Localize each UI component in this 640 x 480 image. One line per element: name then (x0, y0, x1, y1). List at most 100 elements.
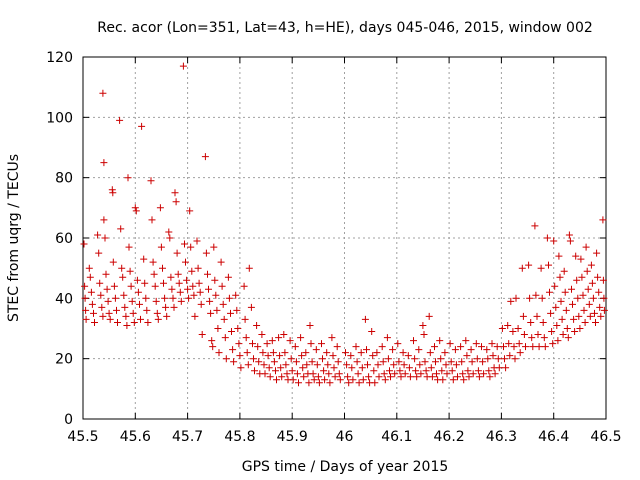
x-tick-label: 46.3 (486, 429, 517, 445)
data-point (269, 349, 277, 357)
data-point (121, 303, 129, 311)
data-point (485, 367, 493, 375)
data-point (365, 373, 373, 381)
data-point (109, 258, 117, 266)
data-point (116, 116, 124, 124)
x-tick-label: 45.8 (224, 429, 255, 445)
data-point (270, 358, 278, 366)
data-point (368, 328, 376, 335)
data-point (313, 361, 321, 369)
data-point (532, 291, 540, 299)
data-point (400, 361, 408, 369)
data-point (282, 361, 290, 369)
data-point (191, 312, 199, 320)
y-tick-label: 100 (46, 110, 73, 126)
data-point (261, 370, 269, 378)
data-point (105, 309, 113, 317)
data-point (157, 243, 165, 251)
data-point (511, 355, 519, 363)
data-point (80, 240, 88, 248)
data-point (292, 358, 300, 366)
x-tick-label: 45.5 (67, 429, 98, 445)
data-point (577, 255, 585, 263)
data-point (237, 364, 245, 372)
data-point (395, 358, 403, 366)
data-point (501, 355, 508, 363)
data-point (581, 319, 589, 326)
data-point (170, 303, 178, 311)
data-point (91, 319, 98, 326)
y-tick-label: 0 (64, 412, 73, 428)
data-point (161, 294, 169, 302)
data-point (454, 373, 461, 381)
data-point (90, 309, 97, 317)
data-point (519, 312, 527, 320)
data-point (584, 285, 592, 293)
data-point (197, 300, 205, 308)
data-point (509, 328, 517, 335)
data-point (215, 349, 223, 357)
data-point (588, 279, 596, 287)
data-point (201, 153, 209, 161)
data-point (560, 267, 568, 275)
data-point (390, 361, 398, 369)
data-point (124, 174, 132, 182)
y-tick-label: 60 (55, 231, 73, 247)
data-point (214, 325, 222, 332)
data-point (554, 337, 562, 345)
data-point (442, 361, 450, 369)
y-tick-label: 120 (46, 50, 73, 66)
data-point (399, 349, 407, 357)
data-point (533, 312, 541, 320)
data-point (236, 352, 244, 360)
data-point (374, 361, 382, 369)
data-point (540, 334, 548, 342)
data-point (446, 340, 454, 348)
data-point (342, 349, 349, 357)
data-point (263, 340, 271, 348)
data-point (391, 370, 399, 378)
data-point (275, 334, 283, 342)
data-point (325, 370, 333, 378)
data-point (579, 291, 587, 299)
data-point (309, 370, 317, 378)
data-point (473, 355, 481, 363)
data-point (184, 285, 192, 293)
data-point (547, 309, 555, 317)
data-point (106, 315, 114, 323)
data-point (538, 294, 546, 302)
data-point (122, 312, 130, 320)
data-point (128, 297, 136, 305)
data-point (583, 267, 591, 275)
data-point (210, 243, 218, 251)
data-point (189, 282, 197, 290)
data-point (599, 276, 607, 284)
data-point (468, 358, 476, 366)
x-tick-label: 46 (336, 429, 354, 445)
data-point (244, 361, 252, 369)
data-point (198, 331, 206, 338)
x-tick-labels: 45.5 45.6 45.7 45.8 45.9 46 46.1 46.2 46.3 46.4 46… (67, 429, 621, 445)
data-point (167, 273, 175, 281)
data-point (535, 343, 543, 351)
data-point (569, 300, 576, 308)
data-point (546, 288, 553, 296)
data-point (95, 249, 103, 257)
data-point (335, 370, 343, 378)
data-point (420, 331, 428, 338)
data-point (299, 364, 307, 372)
data-point (113, 306, 120, 314)
data-point (378, 343, 386, 351)
data-point (537, 264, 545, 272)
data-point (319, 355, 326, 363)
data-point (599, 216, 607, 224)
x-tick-label: 46.5 (590, 429, 621, 445)
data-point (330, 364, 338, 372)
data-point (545, 261, 552, 269)
data-point (207, 309, 215, 317)
data-point (241, 315, 249, 323)
data-point (526, 294, 534, 302)
data-point (413, 373, 421, 381)
data-point (103, 285, 111, 293)
